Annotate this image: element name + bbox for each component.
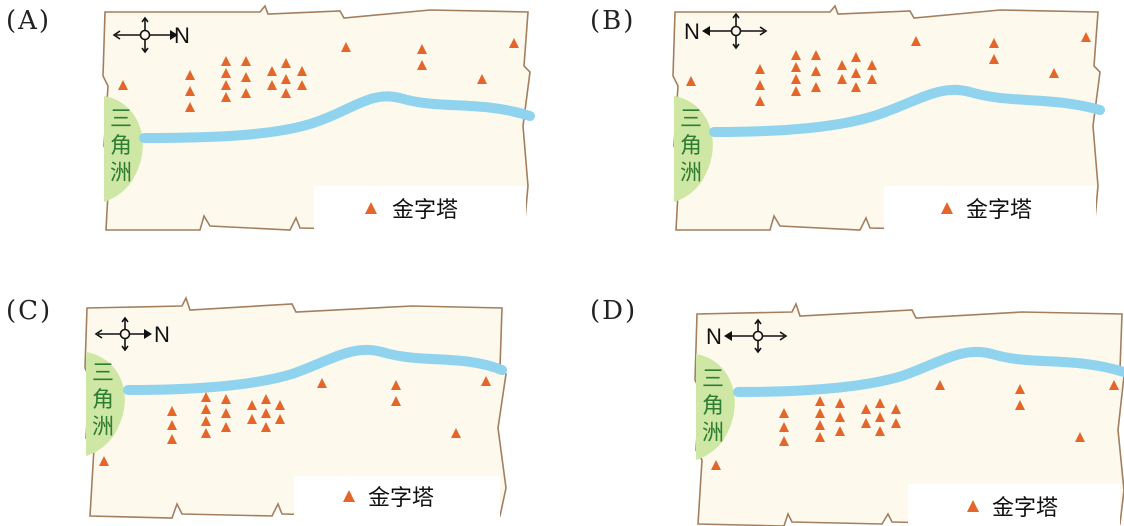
legend-box (884, 186, 1096, 232)
svg-text:角: 角 (702, 394, 724, 419)
nile-river (733, 346, 1124, 397)
map-d-svg: 三 角 洲 N 金字塔 (694, 301, 1124, 526)
pyramid-group (99, 376, 491, 466)
map-c-svg: 三 角 洲 N 金字塔 (84, 295, 507, 519)
svg-text:洲: 洲 (92, 415, 114, 440)
nile-river (123, 344, 507, 395)
svg-text:角: 角 (92, 388, 114, 413)
pyramid-group (118, 38, 519, 112)
compass-north-left (702, 12, 768, 50)
svg-text:三: 三 (110, 107, 132, 132)
map-panel-c: 三 角 洲 N 金字塔 (82, 288, 512, 520)
pyramid-group (711, 380, 1119, 470)
legend-pyramid-icon (343, 490, 355, 502)
legend-pyramid-icon (967, 500, 979, 512)
compass-north-letter: N (174, 23, 190, 48)
legend-label: 金字塔 (992, 496, 1058, 521)
delta-region (696, 354, 735, 460)
map-panel-d: 三 角 洲 N 金字塔 (692, 300, 1124, 526)
compass-north-letter: N (154, 322, 170, 347)
delta-region (674, 96, 713, 202)
compass-north-letter: N (706, 324, 722, 349)
panel-label-d: (D) (590, 296, 638, 326)
delta-label: 三 角 洲 (702, 367, 724, 446)
map-panel-a: 三 角 洲 N 金字塔 (100, 4, 535, 234)
delta-region (86, 352, 125, 456)
compass-north-left (724, 318, 788, 354)
map-a-svg: 三 角 洲 N 金字塔 (102, 4, 535, 232)
legend-label: 金字塔 (392, 198, 458, 223)
svg-text:三: 三 (702, 367, 724, 392)
svg-text:三: 三 (92, 361, 114, 386)
svg-text:角: 角 (110, 134, 132, 159)
legend-label: 金字塔 (368, 486, 434, 511)
legend-label: 金字塔 (966, 198, 1032, 223)
legend-pyramid-icon (941, 202, 953, 214)
pyramid-group (686, 32, 1091, 106)
delta-label: 三 角 洲 (92, 361, 114, 440)
map-b-svg: 三 角 洲 N 金字塔 (672, 4, 1105, 232)
svg-text:三: 三 (680, 107, 702, 132)
compass-north-letter: N (684, 19, 700, 44)
delta-label: 三 角 洲 (110, 107, 132, 186)
map-panel-b: 三 角 洲 N 金字塔 (670, 4, 1105, 234)
panel-label-a: (A) (6, 6, 52, 36)
delta-label: 三 角 洲 (680, 107, 702, 186)
svg-text:洲: 洲 (680, 161, 702, 186)
nile-river (709, 84, 1105, 137)
svg-text:角: 角 (680, 134, 702, 159)
panel-label-b: (B) (590, 6, 636, 36)
svg-text:洲: 洲 (702, 421, 724, 446)
svg-text:洲: 洲 (110, 161, 132, 186)
delta-region (104, 96, 143, 202)
panel-label-c: (C) (6, 296, 53, 326)
legend-box (294, 476, 500, 518)
compass-north-right (112, 16, 178, 54)
nile-river (139, 91, 535, 143)
legend-box (314, 186, 526, 232)
legend-box (908, 484, 1120, 526)
compass-north-right (94, 316, 152, 352)
legend-pyramid-icon (365, 202, 377, 214)
